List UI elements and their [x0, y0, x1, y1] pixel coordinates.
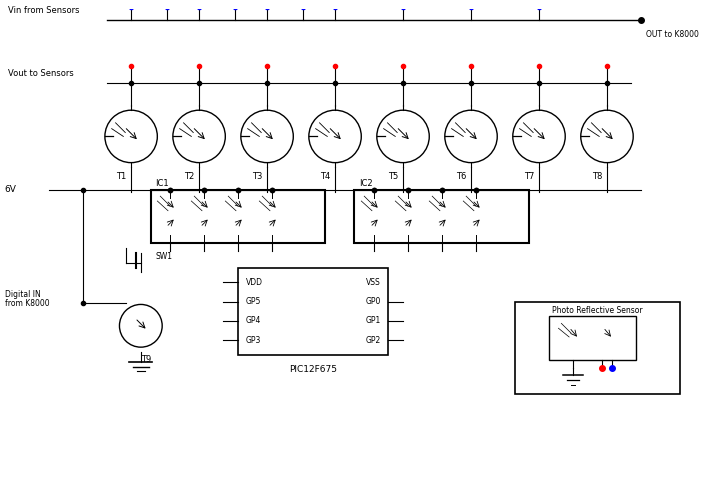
Text: T8: T8: [592, 173, 603, 181]
Text: GP3: GP3: [246, 336, 261, 345]
Text: GP5: GP5: [246, 297, 261, 306]
Text: VSS: VSS: [366, 278, 381, 287]
Text: OUT to K8000: OUT to K8000: [646, 30, 699, 38]
Text: Vout to Sensors: Vout to Sensors: [8, 69, 73, 78]
Text: T9: T9: [140, 355, 151, 364]
Text: T2: T2: [184, 173, 195, 181]
Text: Vin from Sensors: Vin from Sensors: [8, 6, 79, 15]
Text: Photo Reflective Sensor: Photo Reflective Sensor: [552, 306, 642, 315]
Text: GP1: GP1: [365, 316, 381, 326]
Bar: [548, 316, 636, 360]
Text: VDD: VDD: [246, 278, 263, 287]
Text: GP4: GP4: [246, 316, 261, 326]
Text: T6: T6: [456, 173, 467, 181]
Text: SW1: SW1: [155, 252, 173, 260]
Text: PIC12F675: PIC12F675: [289, 364, 337, 374]
Text: T3: T3: [252, 173, 262, 181]
Text: T5: T5: [388, 173, 398, 181]
Bar: [238, 267, 388, 355]
Text: IC1: IC1: [155, 179, 169, 188]
Text: GP2: GP2: [365, 336, 381, 345]
Text: from K8000: from K8000: [5, 299, 49, 308]
Text: T1: T1: [116, 173, 126, 181]
Text: 6V: 6V: [5, 185, 17, 194]
Bar: [355, 190, 529, 243]
Bar: [515, 301, 680, 394]
Text: T4: T4: [320, 173, 331, 181]
Text: Digital IN: Digital IN: [5, 290, 41, 298]
Text: IC2: IC2: [360, 179, 373, 188]
Bar: [151, 190, 325, 243]
Text: T7: T7: [524, 173, 534, 181]
Text: GP0: GP0: [365, 297, 381, 306]
